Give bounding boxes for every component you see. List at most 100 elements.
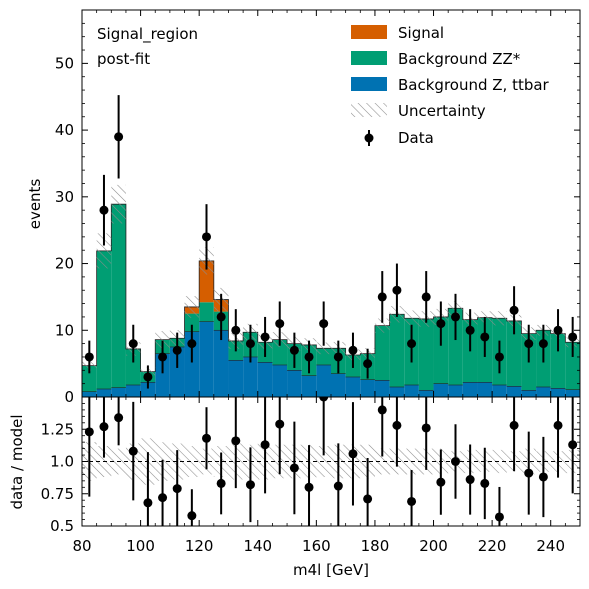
bar-background-z-ttbar bbox=[199, 321, 214, 397]
ratio-point bbox=[568, 440, 578, 450]
data-point bbox=[436, 319, 446, 329]
bar-background-z-ttbar bbox=[521, 390, 537, 397]
uncertainty-band bbox=[155, 331, 170, 349]
bar-background-z-ttbar bbox=[374, 380, 390, 397]
data-point bbox=[158, 352, 168, 362]
ratio-point bbox=[538, 472, 548, 482]
data-point bbox=[333, 352, 343, 362]
ratio-point bbox=[480, 478, 490, 488]
bar-background-z-ttbar bbox=[404, 384, 419, 397]
x-tick-label: 80 bbox=[72, 537, 91, 555]
ratio-panel-plot bbox=[82, 397, 580, 526]
data-point bbox=[524, 339, 534, 349]
ratio-point bbox=[509, 420, 519, 430]
ratio-point bbox=[143, 498, 153, 508]
ratio-point bbox=[187, 511, 197, 521]
bar-background-z-ttbar bbox=[418, 390, 434, 397]
legend: Signal Background ZZ* Background Z, ttba… bbox=[351, 24, 550, 147]
bar-background-zz bbox=[82, 365, 97, 392]
ratio-point bbox=[216, 478, 226, 488]
bar-background-zz bbox=[448, 308, 463, 385]
legend-label-data: Data bbox=[398, 129, 434, 147]
ratio-point bbox=[494, 512, 504, 522]
ratio-point bbox=[289, 463, 299, 473]
ratio-point bbox=[333, 481, 343, 491]
bar-background-zz bbox=[199, 302, 214, 322]
bar-background-z-ttbar bbox=[184, 331, 200, 397]
x-tick-label: 180 bbox=[361, 537, 390, 555]
top-y-axis-label: events bbox=[26, 179, 44, 230]
top-y-tick-label: 0 bbox=[64, 388, 74, 406]
data-point bbox=[128, 339, 138, 349]
ratio-point bbox=[392, 420, 402, 430]
ratio-point bbox=[363, 494, 373, 504]
bar-background-z-ttbar bbox=[331, 373, 346, 397]
top-y-tick-label: 30 bbox=[55, 188, 74, 206]
ratio-point bbox=[407, 496, 417, 506]
bar-background-z-ttbar bbox=[228, 360, 244, 397]
data-point bbox=[187, 339, 197, 349]
top-y-tick-label: 20 bbox=[55, 255, 74, 273]
ratio-point bbox=[304, 482, 314, 492]
ratio-point bbox=[451, 457, 460, 466]
ratio-point bbox=[421, 423, 431, 433]
ratio-y-tick-label: 1.0 bbox=[50, 453, 74, 471]
bar-background-z-ttbar bbox=[257, 362, 273, 397]
x-tick-label: 220 bbox=[478, 537, 507, 555]
bar-background-z-ttbar bbox=[448, 384, 463, 397]
bar-background-z-ttbar bbox=[155, 353, 170, 397]
data-point bbox=[260, 332, 270, 342]
data-point bbox=[451, 312, 460, 322]
legend-label-signal: Signal bbox=[398, 24, 444, 42]
axis-ticks: 80 100 120 140 160 180 200 220 240 0 10 20 30 40 50 0.5… bbox=[41, 9, 581, 555]
legend-label-background-zz: Background ZZ* bbox=[398, 50, 521, 68]
bar-background-z-ttbar bbox=[477, 382, 493, 397]
data-point bbox=[172, 345, 182, 355]
ratio-uncertainty-band bbox=[374, 448, 390, 475]
bar-background-z-ttbar bbox=[462, 382, 478, 397]
fit-annotation: post-fit bbox=[97, 50, 150, 68]
data-point bbox=[407, 339, 417, 349]
data-point bbox=[304, 352, 314, 362]
bar-background-z-ttbar bbox=[565, 389, 580, 397]
bar-background-z-ttbar bbox=[125, 384, 141, 397]
ratio-point bbox=[348, 449, 358, 459]
bar-background-z-ttbar bbox=[550, 388, 566, 397]
ratio-point bbox=[84, 427, 94, 437]
ratio-point bbox=[319, 397, 329, 402]
bar-background-z-ttbar bbox=[389, 386, 405, 397]
ratio-uncertainty-band bbox=[492, 449, 507, 474]
bar-background-zz bbox=[418, 318, 434, 391]
legend-marker-data bbox=[364, 130, 374, 146]
ratio-point bbox=[436, 477, 446, 487]
data-point bbox=[392, 285, 402, 295]
data-point bbox=[494, 352, 504, 362]
ratio-point bbox=[524, 468, 534, 478]
uncertainty-band bbox=[492, 311, 507, 326]
data-point bbox=[84, 352, 94, 362]
ratio-point bbox=[202, 433, 211, 443]
uncertainty-band bbox=[404, 310, 419, 327]
ratio-point bbox=[377, 405, 387, 415]
bar-background-zz bbox=[184, 313, 200, 332]
ratio-point bbox=[231, 436, 241, 446]
data-point bbox=[202, 232, 211, 242]
data-point bbox=[421, 292, 431, 302]
bar-background-z-ttbar bbox=[213, 330, 229, 397]
data-point bbox=[143, 372, 153, 382]
bar-background-z-ttbar bbox=[140, 382, 156, 397]
uncertainty-band bbox=[111, 184, 126, 224]
top-y-tick-label: 50 bbox=[55, 54, 74, 72]
data-point bbox=[275, 319, 285, 329]
bar-background-zz bbox=[389, 314, 405, 387]
ratio-point bbox=[465, 475, 475, 485]
bar-background-zz bbox=[111, 204, 126, 388]
data-point bbox=[231, 325, 241, 335]
legend-label-background-z-ttbar: Background Z, ttbar bbox=[398, 76, 550, 94]
ratio-point bbox=[275, 419, 285, 429]
ratio-point bbox=[99, 422, 109, 432]
region-annotation: Signal_region bbox=[97, 25, 198, 44]
data-point bbox=[465, 325, 475, 335]
x-tick-label: 140 bbox=[243, 537, 272, 555]
